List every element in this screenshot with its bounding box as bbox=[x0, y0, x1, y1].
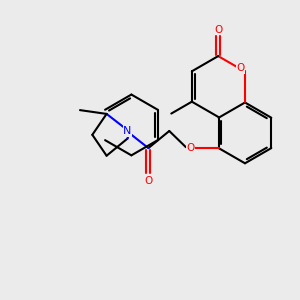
Text: O: O bbox=[144, 176, 152, 186]
Text: O: O bbox=[214, 25, 222, 34]
Text: N: N bbox=[123, 126, 132, 136]
Text: O: O bbox=[237, 63, 245, 74]
Text: O: O bbox=[186, 143, 194, 153]
